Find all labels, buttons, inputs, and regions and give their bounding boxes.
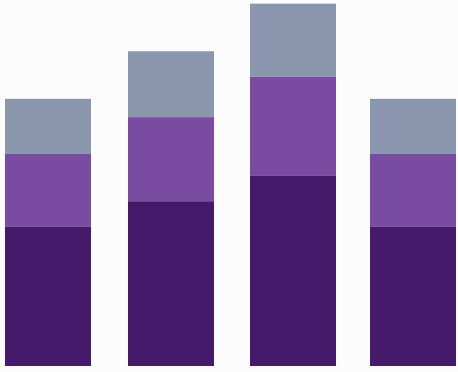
- bar-segment-cat1-series3: [5, 98, 91, 154]
- bar-segment-cat3-series1: [250, 175, 336, 366]
- bar-group-4: [370, 98, 456, 366]
- bar-segment-cat2-series3: [128, 51, 214, 118]
- bar-segment-cat2-series2: [128, 117, 214, 202]
- bar-segment-cat3-series2: [250, 76, 336, 176]
- bar-group-3: [250, 3, 336, 366]
- bar-segment-cat3-series3: [250, 3, 336, 77]
- bar-segment-cat4-series1: [370, 226, 456, 366]
- bar-group-1: [5, 98, 91, 366]
- bar-group-2: [128, 51, 214, 366]
- bar-segment-cat2-series1: [128, 201, 214, 366]
- bar-segment-cat4-series2: [370, 153, 456, 227]
- bars-layer: [5, 3, 456, 366]
- bar-segment-cat4-series3: [370, 98, 456, 154]
- bar-segment-cat1-series1: [5, 226, 91, 366]
- bar-segment-cat1-series2: [5, 153, 91, 227]
